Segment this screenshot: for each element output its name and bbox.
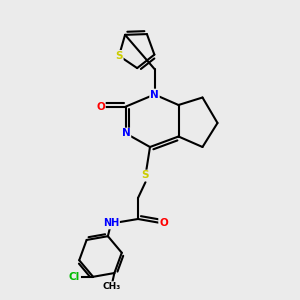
Text: Cl: Cl (69, 272, 80, 282)
Text: NH: NH (103, 218, 119, 229)
Text: N: N (150, 89, 159, 100)
Text: CH₃: CH₃ (102, 282, 121, 291)
Text: N: N (122, 128, 130, 139)
Text: O: O (96, 101, 105, 112)
Text: S: S (115, 51, 123, 61)
Text: O: O (159, 218, 168, 229)
Text: S: S (142, 170, 149, 181)
